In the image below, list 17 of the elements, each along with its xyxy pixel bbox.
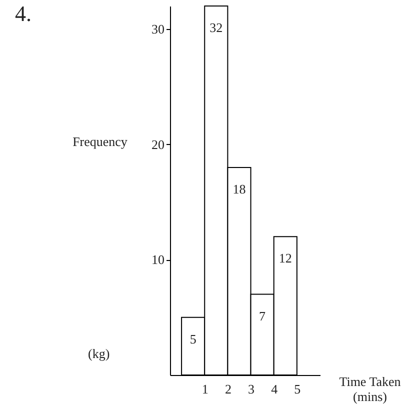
x-tick-label: 1 <box>202 382 208 396</box>
data-label: 32 <box>210 20 223 35</box>
data-label: 18 <box>232 181 246 196</box>
x-tick-label: 4 <box>271 382 278 396</box>
x-tick-label: 3 <box>248 382 255 396</box>
chart-title: 4. <box>15 1 32 26</box>
data-label: 7 <box>259 308 266 324</box>
x-axis-title: Time Taken (mins) <box>339 374 402 404</box>
y-tick-label: 30 <box>152 22 164 37</box>
text: (kg) <box>88 346 110 361</box>
y-axis-title: Frequency <box>72 134 128 149</box>
data-label: 5 <box>190 331 196 346</box>
data-label: 12 <box>278 250 292 266</box>
x-tick-label: 5 <box>294 382 301 396</box>
x-tick-label: 2 <box>224 382 232 396</box>
y-tick-label: 20 <box>152 136 164 152</box>
y-tick-label: 10 <box>152 252 164 268</box>
